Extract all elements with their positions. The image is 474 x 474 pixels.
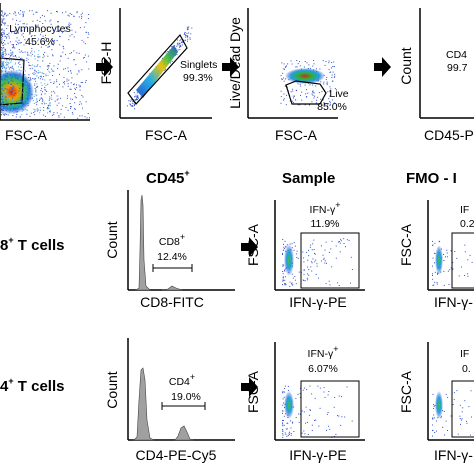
cd45-gate-value: 99.7 xyxy=(447,62,468,74)
cd8-fmo-y-axis-label: FSC-A xyxy=(398,223,414,266)
cd8-sample-x-axis-label: IFN-γ-PE xyxy=(289,294,347,310)
cd8-histogram: CD8+ 12.4% CD8-FITC Count xyxy=(104,190,235,310)
live-gate xyxy=(285,80,327,105)
cd8-gate-value: 12.4% xyxy=(157,251,187,263)
live-gate-value: 85.0% xyxy=(317,101,347,113)
cd4-fmo-y-axis-label: FSC-A xyxy=(398,370,414,413)
singlets-gate-name: Singlets xyxy=(180,59,217,71)
arrow-right-icon xyxy=(241,237,258,257)
fmo-header: FMO - I xyxy=(406,170,457,187)
cd8-hist-y-axis-label: Count xyxy=(104,221,120,258)
lymphocyte-gate-plot: Lymphocytes 45.6% FSC-A xyxy=(0,3,90,143)
live-gate-plot: Live/Dead Dye Live 85.0% FSC-A xyxy=(227,8,349,143)
cd4-hist-y-axis-label: Count xyxy=(104,371,120,408)
cd8-hist-x-axis-label: CD8-FITC xyxy=(140,294,204,310)
p2-x-axis-label: FSC-A xyxy=(145,127,188,143)
cd4-sample-ifng-plot: IFN-γ+ 6.07% FSC-A IFN-γ-PE xyxy=(245,342,365,463)
cd4-fmo-x-axis-label: IFN-γ-PE xyxy=(434,447,474,463)
lymphocyte-gate-value: 45.6% xyxy=(25,36,55,48)
p4-x-axis-label: CD45-P xyxy=(424,127,474,143)
cd4-sample-gate-value: 6.07% xyxy=(308,363,338,375)
arrow-right-icon xyxy=(222,57,239,77)
cd8-sample-y-axis-label: FSC-A xyxy=(245,223,261,266)
cd4-gate-name: CD4+ xyxy=(169,372,195,388)
cd8-fmo-gate-name: IF xyxy=(460,204,469,216)
cd8-sample-gate xyxy=(300,232,360,289)
live-gate-name: Live xyxy=(329,88,348,100)
cd4-histogram: CD4+ 19.0% CD4-PE-Cy5 Count xyxy=(104,338,235,463)
cd45-gate-name: CD4 xyxy=(446,49,467,61)
cd8-gate-name: CD8+ xyxy=(159,232,185,248)
arrow-right-icon xyxy=(374,57,391,77)
cd45-header: CD45+ xyxy=(146,168,190,187)
singlets-gate-value: 99.3% xyxy=(183,72,213,84)
cd4-sample-y-axis-label: FSC-A xyxy=(245,370,261,413)
cd4-gate-value: 19.0% xyxy=(171,391,201,403)
cd8-fmo-ifng-plot: IF 0.2 FSC-A IFN-γ-PE xyxy=(398,200,474,310)
arrow-right-icon xyxy=(96,57,113,77)
p1-x-axis-label: FSC-A xyxy=(5,127,48,143)
p4-y-axis-label: Count xyxy=(398,47,414,84)
cd4-sample-x-axis-label: IFN-γ-PE xyxy=(289,447,347,463)
lymphocyte-gate-name: Lymphocytes xyxy=(9,23,70,35)
arrow-right-icon xyxy=(241,377,258,397)
cd4-fmo-ifng-plot: IF 0. FSC-A IFN-γ-PE xyxy=(398,342,474,463)
p3-y-axis-label: Live/Dead Dye xyxy=(227,17,243,109)
cd4-sample-gate xyxy=(300,380,360,438)
cd4-fmo-gate-name: IF xyxy=(460,348,469,360)
cd8-sample-ifng-plot: IFN-γ+ 11.9% FSC-A IFN-γ-PE xyxy=(245,200,365,310)
cd45-count-plot: Count CD4 99.7 CD45-P xyxy=(398,8,474,143)
cd8-fmo-x-axis-label: IFN-γ-PE xyxy=(434,294,474,310)
sample-header: Sample xyxy=(282,170,335,187)
p2-y-axis-label: FSC-H xyxy=(98,42,114,85)
cd4-sample-gate-name: IFN-γ+ xyxy=(308,344,339,360)
singlets-gate xyxy=(127,33,188,105)
lymphocyte-gate xyxy=(0,57,25,106)
cd4-fmo-gate-value: 0. xyxy=(462,363,471,375)
cd4-hist-x-axis-label: CD4-PE-Cy5 xyxy=(136,447,217,463)
cd8-row-label: 8+ T cells xyxy=(0,235,64,254)
cd4-row-label: 4+ T cells xyxy=(0,376,64,395)
cd8-sample-gate-name: IFN-γ+ xyxy=(310,200,341,216)
cd8-sample-gate-value: 11.9% xyxy=(311,218,340,230)
cd8-fmo-gate xyxy=(451,232,474,289)
p3-x-axis-label: FSC-A xyxy=(275,127,318,143)
singlets-gate-plot: FSC-H Singlets 99.3% FSC-A xyxy=(98,8,217,143)
cd8-fmo-gate-value: 0.2 xyxy=(460,218,474,230)
cd4-fmo-gate xyxy=(451,380,474,438)
